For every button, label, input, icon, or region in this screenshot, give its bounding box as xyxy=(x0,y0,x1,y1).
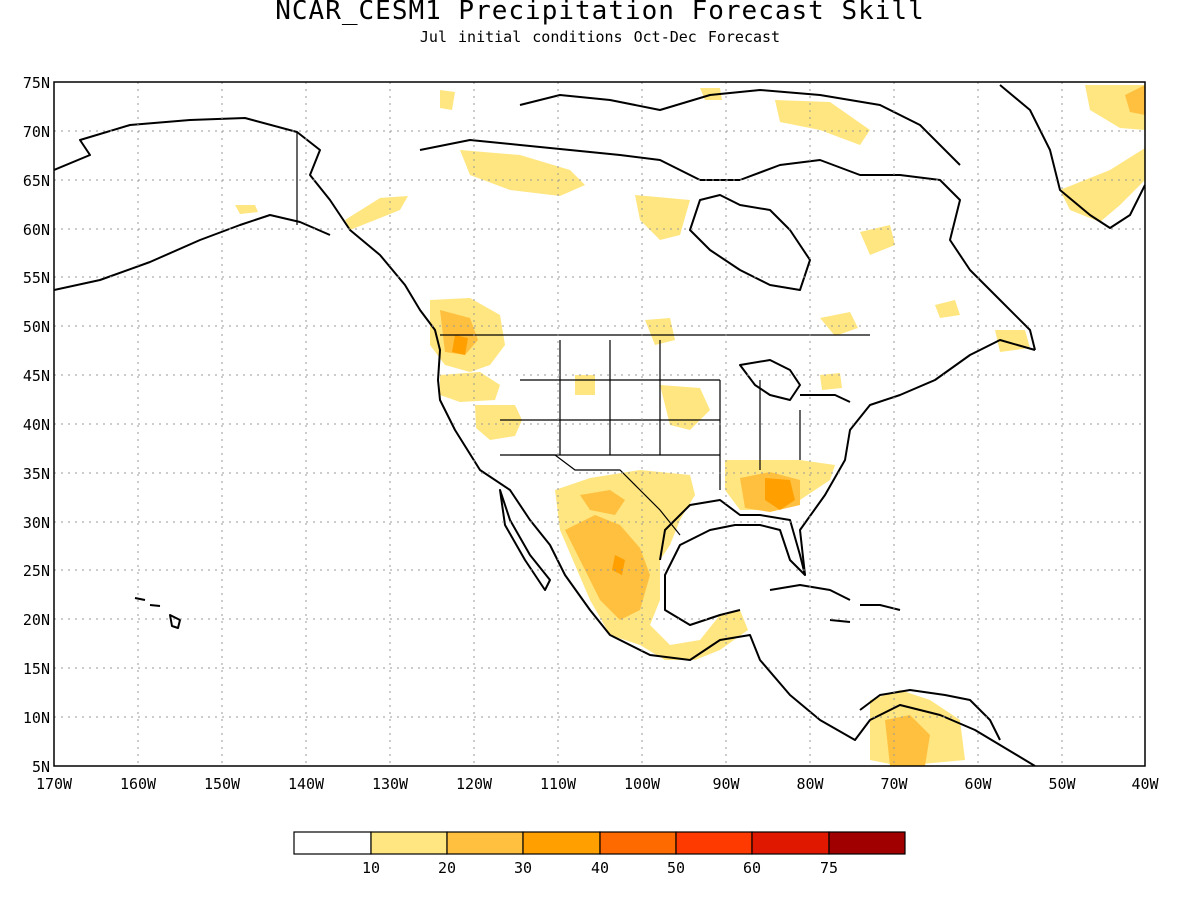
colorbar-bin xyxy=(751,831,830,855)
map-subtitle: Jul initial conditions Oct-Dec Forecast xyxy=(419,28,781,46)
lon-tick-label: 130W xyxy=(372,775,409,793)
lon-tick-label: 80W xyxy=(796,775,824,793)
lat-tick-label: 40N xyxy=(23,416,50,434)
political-borders xyxy=(296,132,870,536)
colorbar-bin xyxy=(522,831,601,855)
lat-tick-label: 30N xyxy=(23,514,50,532)
lat-tick-label: 15N xyxy=(23,660,50,678)
lon-tick-label: 40W xyxy=(1131,775,1159,793)
colorbar-label: 40 xyxy=(591,859,609,877)
lon-tick-label: 120W xyxy=(456,775,493,793)
lon-tick-label: 110W xyxy=(540,775,577,793)
lon-axis: 170W 160W 150W 140W 130W 120W 110W 100W … xyxy=(36,775,1160,793)
map-title: NCAR_CESM1 Precipitation Forecast Skill xyxy=(275,0,925,26)
colorbar-label: 20 xyxy=(438,859,456,877)
skill-shading xyxy=(235,85,1145,766)
colorbar-bin xyxy=(599,831,677,855)
lat-tick-label: 65N xyxy=(23,172,50,190)
lat-tick-label: 70N xyxy=(23,123,50,141)
coastlines xyxy=(54,84,1145,766)
gridlines xyxy=(54,82,1145,766)
lat-tick-label: 35N xyxy=(23,465,50,483)
lat-tick-label: 45N xyxy=(23,367,50,385)
colorbar-label: 10 xyxy=(362,859,380,877)
lon-tick-label: 150W xyxy=(204,775,241,793)
lon-tick-label: 50W xyxy=(1048,775,1076,793)
lon-tick-label: 70W xyxy=(880,775,908,793)
lat-tick-label: 55N xyxy=(23,269,50,287)
colorbar-label: 75 xyxy=(820,859,838,877)
colorbar-bin xyxy=(828,831,906,855)
lat-tick-label: 75N xyxy=(23,74,50,92)
lon-tick-label: 60W xyxy=(964,775,992,793)
colorbar-label: 50 xyxy=(667,859,685,877)
lat-tick-label: 60N xyxy=(23,221,50,239)
lat-tick-label: 20N xyxy=(23,611,50,629)
lon-tick-label: 100W xyxy=(624,775,661,793)
lat-tick-label: 5N xyxy=(32,758,50,776)
lon-tick-label: 140W xyxy=(288,775,325,793)
colorbar-bin xyxy=(446,831,524,855)
lat-axis: 75N 70N 65N 60N 55N 50N 45N 40N 35N 30N … xyxy=(23,74,50,776)
map-frame xyxy=(53,81,1146,767)
colorbar: 10 20 30 40 50 60 75 xyxy=(293,831,906,877)
colorbar-bin xyxy=(675,831,753,855)
lon-tick-label: 90W xyxy=(712,775,740,793)
lat-tick-label: 10N xyxy=(23,709,50,727)
colorbar-label: 30 xyxy=(514,859,532,877)
colorbar-bin xyxy=(293,831,372,855)
lat-tick-label: 25N xyxy=(23,562,50,580)
colorbar-bin xyxy=(370,831,448,855)
lon-tick-label: 170W xyxy=(36,775,73,793)
lat-tick-label: 50N xyxy=(23,318,50,336)
colorbar-label: 60 xyxy=(743,859,761,877)
lon-tick-label: 160W xyxy=(120,775,157,793)
